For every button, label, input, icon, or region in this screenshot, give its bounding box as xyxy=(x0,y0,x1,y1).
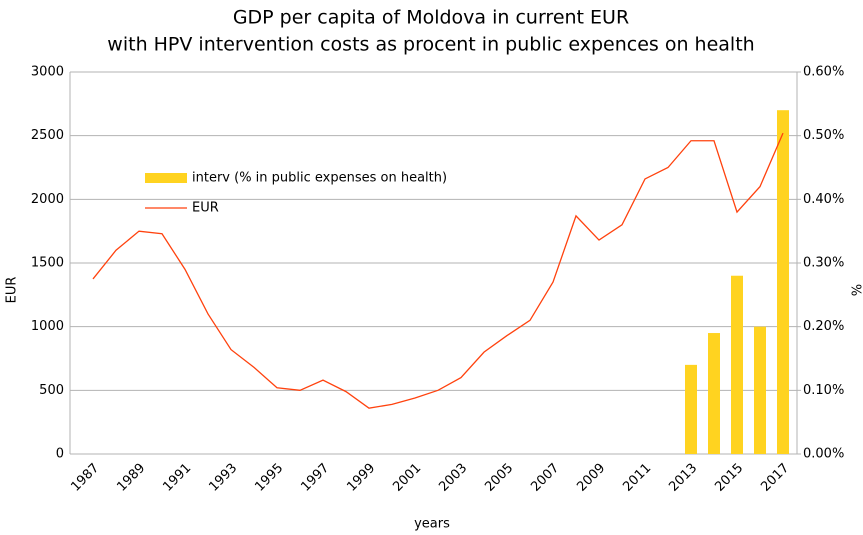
y2-tick-label: 0.20% xyxy=(803,319,844,334)
y2-axis-label: % xyxy=(848,284,863,296)
y-tick-label: 3000 xyxy=(31,65,64,80)
chart-title: GDP per capita of Moldova in current EUR xyxy=(233,7,629,29)
bar xyxy=(754,326,766,454)
x-tick-label: 2007 xyxy=(528,461,562,495)
bar xyxy=(685,364,697,454)
x-tick-label: 1987 xyxy=(68,461,102,495)
bar xyxy=(777,110,789,454)
y2-tick-label: 0.60% xyxy=(803,65,844,80)
x-tick-label: 2001 xyxy=(390,461,424,495)
y-tick-label: 0 xyxy=(56,447,64,462)
y2-tick-label: 0.00% xyxy=(803,447,844,462)
chart-subtitle: with HPV intervention costs as procent i… xyxy=(107,34,754,56)
y-tick-label: 2500 xyxy=(31,128,64,143)
y-tick-label: 1000 xyxy=(31,319,64,334)
legend-label: interv (% in public expenses on health) xyxy=(192,171,447,186)
bar xyxy=(731,275,743,454)
x-tick-label: 1995 xyxy=(252,461,286,495)
y-tick-label: 500 xyxy=(39,383,64,398)
x-tick-label: 1999 xyxy=(344,461,378,495)
y2-tick-label: 0.50% xyxy=(803,128,844,143)
x-tick-label: 1991 xyxy=(160,461,194,495)
x-tick-label: 2005 xyxy=(482,461,516,495)
x-tick-label: 2017 xyxy=(758,461,792,495)
x-tick-label: 2009 xyxy=(574,461,608,495)
x-axis-label: years xyxy=(414,517,450,532)
y-tick-label: 1500 xyxy=(31,256,64,271)
x-tick-label: 2013 xyxy=(666,461,700,495)
legend-swatch xyxy=(145,173,187,183)
x-tick-label: 1997 xyxy=(298,461,332,495)
y2-tick-label: 0.10% xyxy=(803,383,844,398)
x-tick-label: 2011 xyxy=(620,461,654,495)
y2-tick-label: 0.40% xyxy=(803,192,844,207)
x-tick-label: 1989 xyxy=(114,461,148,495)
y2-tick-label: 0.30% xyxy=(803,256,844,271)
line xyxy=(92,132,784,409)
x-tick-label: 2015 xyxy=(712,461,746,495)
y-tick-label: 2000 xyxy=(31,192,64,207)
legend-label: EUR xyxy=(192,201,219,216)
x-tick-label: 1993 xyxy=(206,461,240,495)
bar xyxy=(708,333,720,454)
x-tick-label: 2003 xyxy=(436,461,470,495)
y-axis-label: EUR xyxy=(5,277,20,304)
